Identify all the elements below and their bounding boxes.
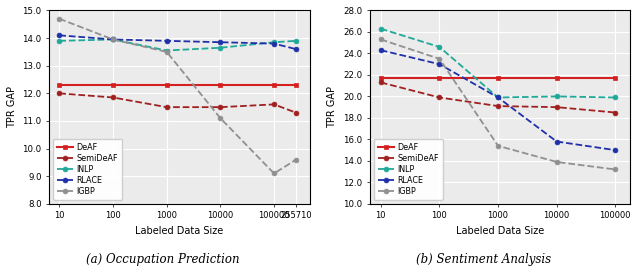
Line: RLACE: RLACE [57,33,298,52]
RLACE [553,140,561,143]
SemiDeAF [163,106,170,109]
SemiDeAF [377,81,385,84]
Text: (b) Sentiment Analysis: (b) Sentiment Analysis [415,253,551,266]
INLP [377,27,385,30]
X-axis label: Labeled Data Size: Labeled Data Size [456,226,544,236]
DeAF [611,76,619,80]
INLP [163,49,170,52]
DeAF [270,83,278,87]
DeAF [56,83,63,87]
DeAF [292,83,300,87]
INLP [292,39,300,42]
Line: INLP: INLP [57,37,298,53]
INLP [56,39,63,42]
DeAF [377,76,385,80]
RLACE [270,42,278,45]
Y-axis label: TPR GAP: TPR GAP [7,86,17,128]
RLACE [611,148,619,152]
INLP [109,38,117,41]
SemiDeAF [109,96,117,99]
RLACE [56,34,63,37]
Line: INLP: INLP [378,26,618,100]
INLP [553,95,561,98]
IGBP [611,168,619,171]
IGBP [292,158,300,161]
SemiDeAF [216,106,224,109]
Legend: DeAF, SemiDeAF, INLP, RLACE, IGBP: DeAF, SemiDeAF, INLP, RLACE, IGBP [53,139,122,200]
Line: SemiDeAF: SemiDeAF [378,80,618,115]
RLACE [216,40,224,44]
RLACE [377,49,385,52]
IGBP [494,144,502,147]
Legend: DeAF, SemiDeAF, INLP, RLACE, IGBP: DeAF, SemiDeAF, INLP, RLACE, IGBP [374,139,443,200]
IGBP [270,172,278,175]
DeAF [216,83,224,87]
SemiDeAF [553,106,561,109]
SemiDeAF [270,103,278,106]
Line: DeAF: DeAF [378,76,618,80]
IGBP [377,38,385,41]
Line: RLACE: RLACE [378,48,618,153]
SemiDeAF [292,111,300,114]
Line: IGBP: IGBP [57,16,298,176]
Line: IGBP: IGBP [378,37,618,172]
INLP [494,96,502,99]
IGBP [109,38,117,41]
IGBP [163,50,170,53]
IGBP [56,17,63,20]
SemiDeAF [56,92,63,95]
SemiDeAF [611,111,619,114]
DeAF [494,76,502,80]
RLACE [292,48,300,51]
DeAF [109,83,117,87]
INLP [436,45,444,49]
RLACE [436,63,444,66]
DeAF [163,83,170,87]
SemiDeAF [436,96,444,99]
INLP [216,46,224,49]
RLACE [109,38,117,41]
X-axis label: Labeled Data Size: Labeled Data Size [135,226,223,236]
INLP [611,96,619,99]
IGBP [216,117,224,120]
DeAF [436,76,444,80]
RLACE [494,96,502,99]
Line: DeAF: DeAF [57,83,298,87]
IGBP [436,57,444,60]
SemiDeAF [494,104,502,108]
IGBP [553,160,561,164]
RLACE [163,39,170,42]
Text: (a) Occupation Prediction: (a) Occupation Prediction [86,253,240,266]
Y-axis label: TPR GAP: TPR GAP [328,86,337,128]
INLP [270,40,278,44]
Line: SemiDeAF: SemiDeAF [57,91,298,115]
DeAF [553,76,561,80]
